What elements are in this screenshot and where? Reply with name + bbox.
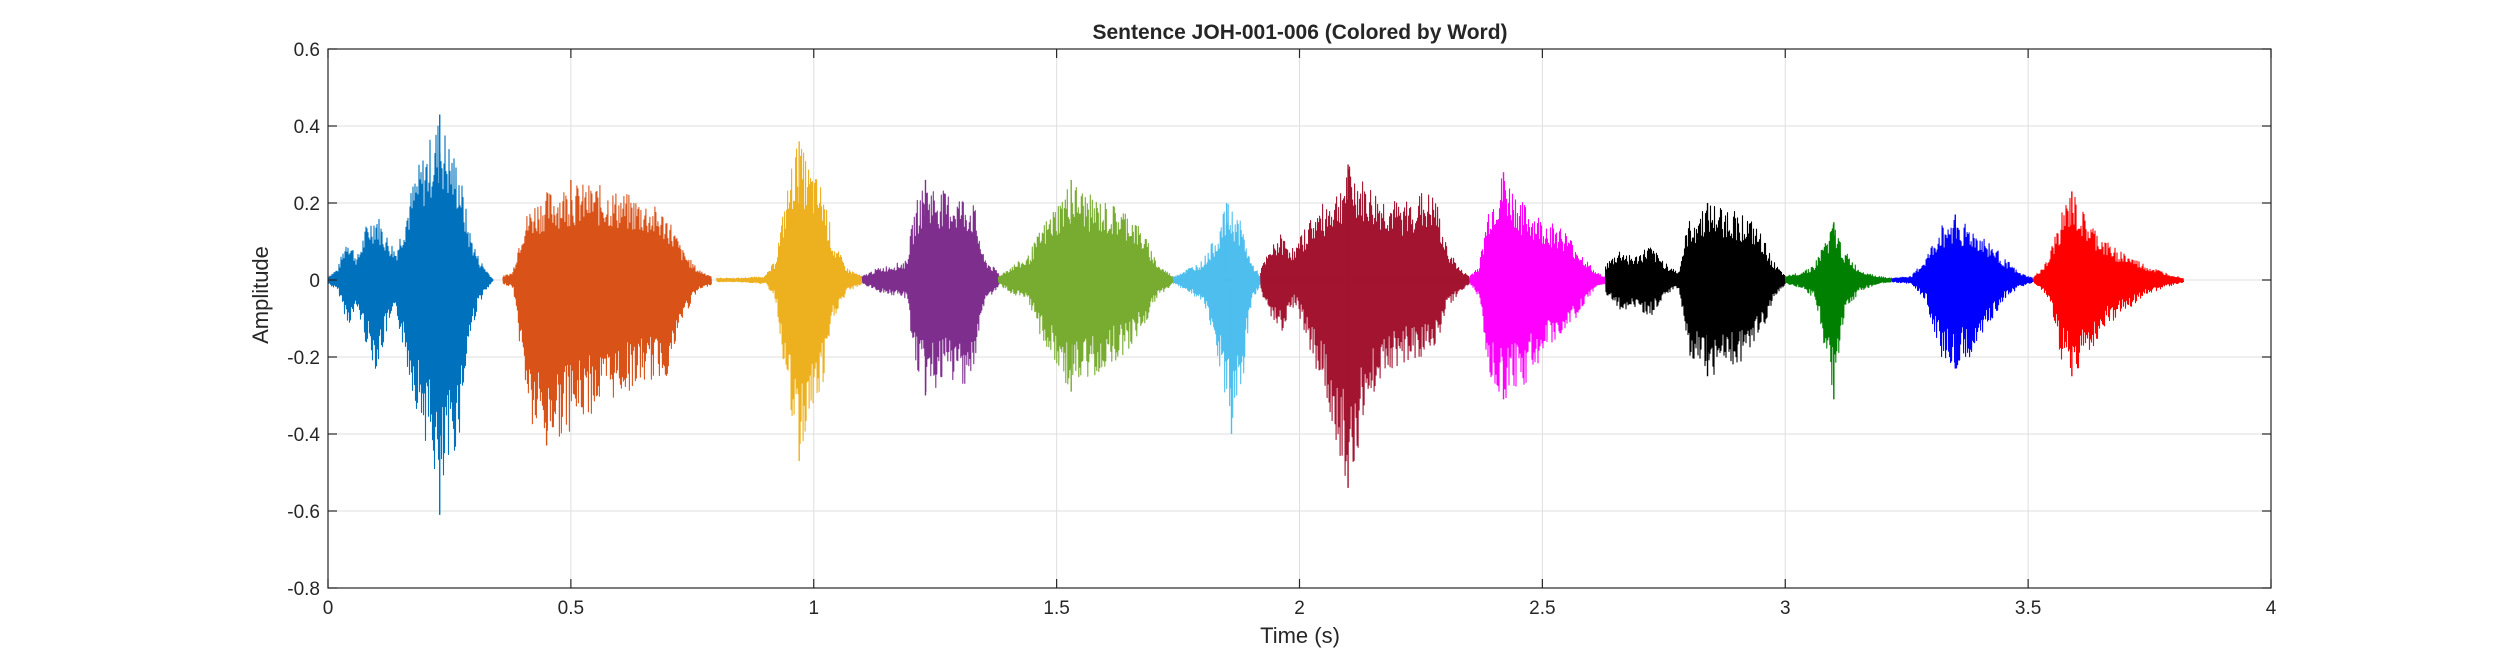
word-waveform-9 bbox=[1604, 205, 1786, 375]
word-segment-10 bbox=[1784, 222, 1893, 400]
word-waveform-1 bbox=[327, 125, 494, 476]
word-waveform-6 bbox=[1172, 204, 1262, 418]
word-segment-11 bbox=[1891, 214, 2034, 369]
word-segment-12 bbox=[2032, 191, 2185, 377]
y-tick-label: -0.8 bbox=[287, 579, 320, 600]
word-segment-9 bbox=[1604, 203, 1786, 377]
x-tick-label: 4 bbox=[2266, 598, 2277, 619]
x-tick-label: 3 bbox=[1780, 598, 1791, 619]
word-waveform-2 bbox=[502, 184, 712, 437]
word-waveform-8 bbox=[1468, 178, 1607, 399]
y-tick-label: -0.6 bbox=[287, 502, 320, 523]
word-segment-7 bbox=[1260, 164, 1470, 488]
x-tick-label: 3.5 bbox=[2015, 598, 2041, 619]
x-tick-label: 1.5 bbox=[1043, 598, 1069, 619]
x-tick-label: 2 bbox=[1294, 598, 1305, 619]
word-segment-4 bbox=[861, 179, 1000, 396]
word-segment-1 bbox=[327, 114, 494, 515]
x-tick-label: 2.5 bbox=[1529, 598, 1555, 619]
axis-ticks: 0 0.5 1 1.5 2 2.5 3 3.5 4 0.6 0.4 0.2 0 -0.2 -0.4 -0.6 -… bbox=[287, 40, 2276, 619]
word-segment-6 bbox=[1172, 203, 1262, 434]
y-tick-label: 0 bbox=[309, 271, 320, 292]
word-segment-3 bbox=[716, 141, 863, 461]
y-tick-label: 0.6 bbox=[294, 40, 320, 61]
chart-title: Sentence JOH-001-006 (Colored by Word) bbox=[1092, 21, 1507, 44]
word-waveform-11 bbox=[1891, 219, 2034, 369]
x-tick-label: 0 bbox=[323, 598, 334, 619]
x-tick-label: 1 bbox=[808, 598, 819, 619]
x-tick-label: 0.5 bbox=[558, 598, 584, 619]
waveform-segments bbox=[327, 114, 2185, 515]
y-axis-label: Amplitude bbox=[248, 246, 273, 344]
x-axis-label: Time (s) bbox=[1260, 623, 1340, 648]
y-tick-label: 0.4 bbox=[294, 117, 321, 138]
word-segment-2 bbox=[502, 179, 712, 446]
y-tick-label: 0.2 bbox=[294, 194, 320, 215]
word-waveform-5 bbox=[997, 186, 1174, 385]
y-tick-label: -0.2 bbox=[287, 348, 320, 369]
word-segment-5 bbox=[997, 179, 1174, 392]
word-segment-8 bbox=[1468, 172, 1607, 400]
y-tick-label: -0.4 bbox=[287, 425, 320, 446]
